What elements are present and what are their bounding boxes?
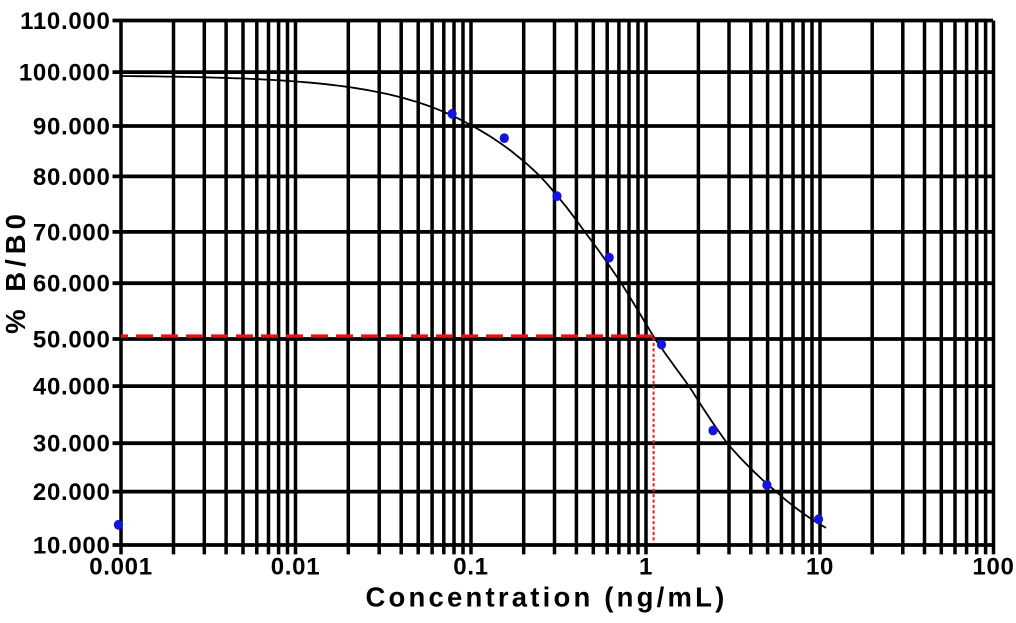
svg-text:60.000: 60.000 [33,271,111,298]
svg-text:Concentration (ng/mL): Concentration (ng/mL) [365,582,727,613]
svg-text:50.000: 50.000 [33,327,111,354]
svg-text:90.000: 90.000 [33,114,111,141]
svg-text:0.1: 0.1 [453,554,488,581]
svg-text:40.000: 40.000 [33,374,111,401]
svg-text:0.01: 0.01 [271,554,321,581]
svg-text:10.000: 10.000 [33,533,111,560]
svg-text:80.000: 80.000 [33,164,111,191]
svg-text:0.001: 0.001 [89,554,153,581]
svg-text:10: 10 [806,554,834,581]
svg-text:30.000: 30.000 [33,431,111,458]
svg-text:1: 1 [639,554,653,581]
svg-text:70.000: 70.000 [33,219,111,246]
svg-text:100: 100 [972,554,1014,581]
svg-text:100.000: 100.000 [19,60,111,87]
svg-text:110.000: 110.000 [20,8,110,35]
svg-text:20.000: 20.000 [33,479,111,506]
svg-text:% B/B0: % B/B0 [0,209,31,334]
